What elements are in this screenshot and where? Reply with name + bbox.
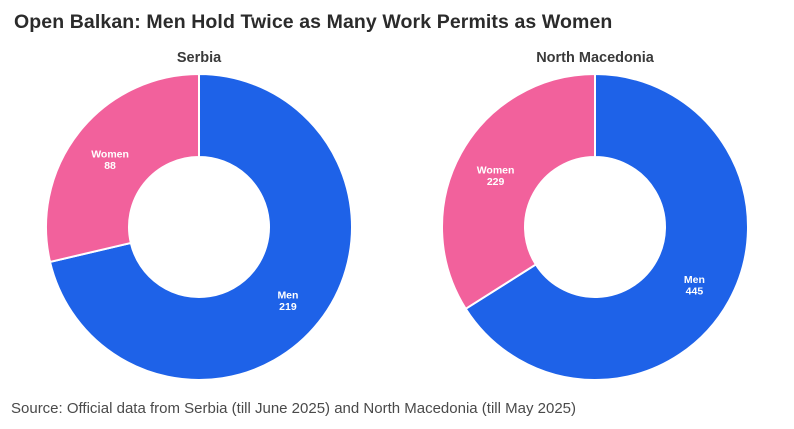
svg-text:Women: Women — [477, 164, 515, 176]
svg-text:445: 445 — [686, 285, 704, 297]
svg-text:88: 88 — [104, 160, 116, 172]
svg-text:Men: Men — [684, 274, 705, 286]
svg-text:Women: Women — [91, 148, 129, 160]
svg-text:219: 219 — [279, 301, 297, 313]
svg-text:Men: Men — [277, 290, 298, 302]
svg-text:229: 229 — [487, 176, 505, 188]
